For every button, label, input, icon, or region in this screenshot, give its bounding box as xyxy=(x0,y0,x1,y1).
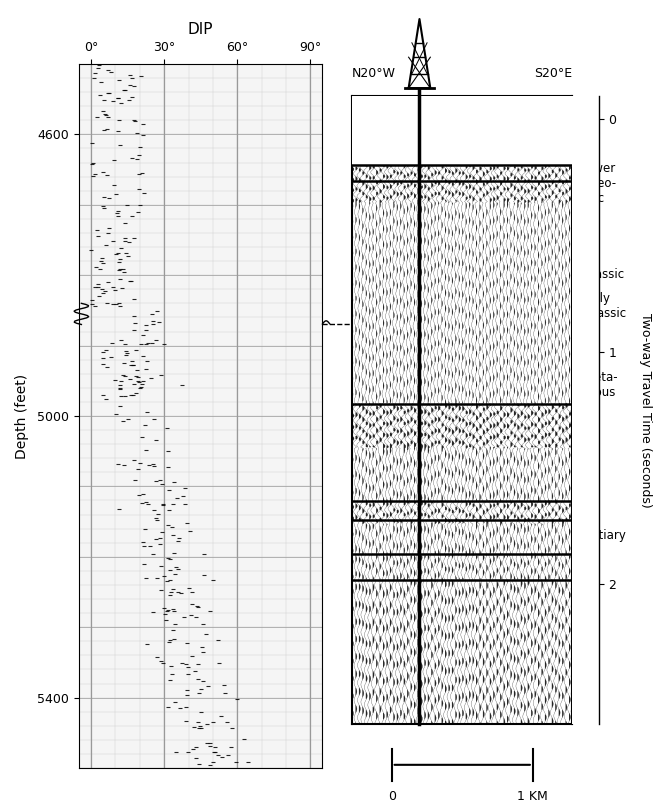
Bar xyxy=(352,96,572,165)
Text: S20°E: S20°E xyxy=(534,67,572,80)
Text: Early
Jurassic: Early Jurassic xyxy=(581,292,626,320)
Text: Creta-
ceous: Creta- ceous xyxy=(581,371,618,399)
Text: Triassic: Triassic xyxy=(581,269,624,282)
Text: N20°W: N20°W xyxy=(352,67,396,80)
Text: 1 KM: 1 KM xyxy=(517,790,548,800)
X-axis label: DIP: DIP xyxy=(188,22,213,38)
Y-axis label: Depth (feet): Depth (feet) xyxy=(15,374,29,458)
Text: 0: 0 xyxy=(388,790,395,800)
Y-axis label: Two-way Travel Time (seconds): Two-way Travel Time (seconds) xyxy=(639,313,651,507)
Text: Lower
Paleo-
zoic: Lower Paleo- zoic xyxy=(581,162,617,206)
Text: Tertiary: Tertiary xyxy=(581,529,626,542)
